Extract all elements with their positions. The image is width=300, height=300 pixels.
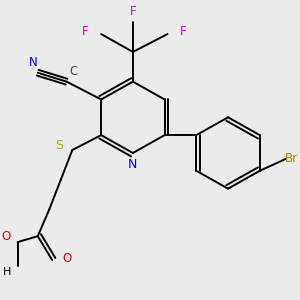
Text: F: F [82,25,88,38]
Text: Br: Br [285,152,298,165]
Text: F: F [130,5,136,18]
Text: C: C [70,65,78,78]
Text: S: S [56,139,63,152]
Text: H: H [3,267,12,277]
Text: O: O [62,252,71,265]
Text: N: N [29,56,38,69]
Text: O: O [2,230,10,243]
Text: N: N [128,158,138,171]
Text: F: F [180,25,187,38]
